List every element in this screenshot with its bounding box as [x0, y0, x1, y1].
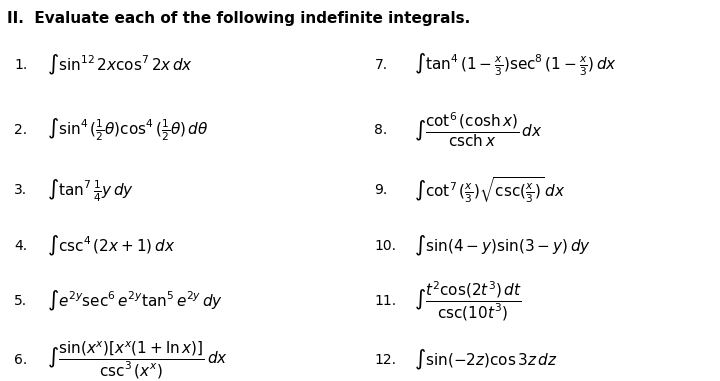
Text: $\int \csc^4(2x+1)\,dx$: $\int \csc^4(2x+1)\,dx$: [47, 234, 175, 258]
Text: $\int \dfrac{\sin(x^x)[x^x(1+\ln x)]}{\csc^3(x^x)}\,dx$: $\int \dfrac{\sin(x^x)[x^x(1+\ln x)]}{\c…: [47, 339, 228, 381]
Text: II.  Evaluate each of the following indefinite integrals.: II. Evaluate each of the following indef…: [7, 11, 470, 26]
Text: $\int \tan^4(1-\frac{x}{3})\sec^8(1-\frac{x}{3})\,dx$: $\int \tan^4(1-\frac{x}{3})\sec^8(1-\fra…: [414, 51, 617, 78]
Text: 11.: 11.: [374, 294, 397, 308]
Text: 2.: 2.: [14, 123, 27, 136]
Text: $\int \sin(4-y)\sin(3-y)\,dy$: $\int \sin(4-y)\sin(3-y)\,dy$: [414, 234, 591, 258]
Text: $\int \tan^7 \frac{1}{4}y\, dy$: $\int \tan^7 \frac{1}{4}y\, dy$: [47, 177, 134, 204]
Text: $\int \dfrac{\cot^6(\cosh x)}{\mathrm{csch}\,x}\,dx$: $\int \dfrac{\cot^6(\cosh x)}{\mathrm{cs…: [414, 110, 543, 149]
Text: 6.: 6.: [14, 353, 27, 367]
Text: 5.: 5.: [14, 294, 27, 308]
Text: 7.: 7.: [374, 58, 387, 72]
Text: $\int \sin^{12} 2x \cos^7 2x\, dx$: $\int \sin^{12} 2x \cos^7 2x\, dx$: [47, 53, 193, 77]
Text: $\int e^{2y}\sec^6 e^{2y}\tan^5 e^{2y}\,dy$: $\int e^{2y}\sec^6 e^{2y}\tan^5 e^{2y}\,…: [47, 289, 223, 313]
Text: 8.: 8.: [374, 123, 387, 136]
Text: $\int \sin(-2z)\cos 3z\,dz$: $\int \sin(-2z)\cos 3z\,dz$: [414, 348, 558, 372]
Text: 1.: 1.: [14, 58, 27, 72]
Text: $\int \cot^7(\frac{x}{3})\sqrt{\csc(\frac{x}{3})}\,dx$: $\int \cot^7(\frac{x}{3})\sqrt{\csc(\fra…: [414, 176, 565, 205]
Text: 10.: 10.: [374, 239, 397, 253]
Text: $\int \dfrac{t^2\cos(2t^3)\,dt}{\csc(10t^3)}$: $\int \dfrac{t^2\cos(2t^3)\,dt}{\csc(10t…: [414, 279, 522, 323]
Text: 12.: 12.: [374, 353, 397, 367]
Text: 4.: 4.: [14, 239, 27, 253]
Text: $\int \sin^4(\frac{1}{2}\theta)\cos^4(\frac{1}{2}\theta)\,d\theta$: $\int \sin^4(\frac{1}{2}\theta)\cos^4(\f…: [47, 116, 208, 143]
Text: 9.: 9.: [374, 184, 387, 197]
Text: 3.: 3.: [14, 184, 27, 197]
